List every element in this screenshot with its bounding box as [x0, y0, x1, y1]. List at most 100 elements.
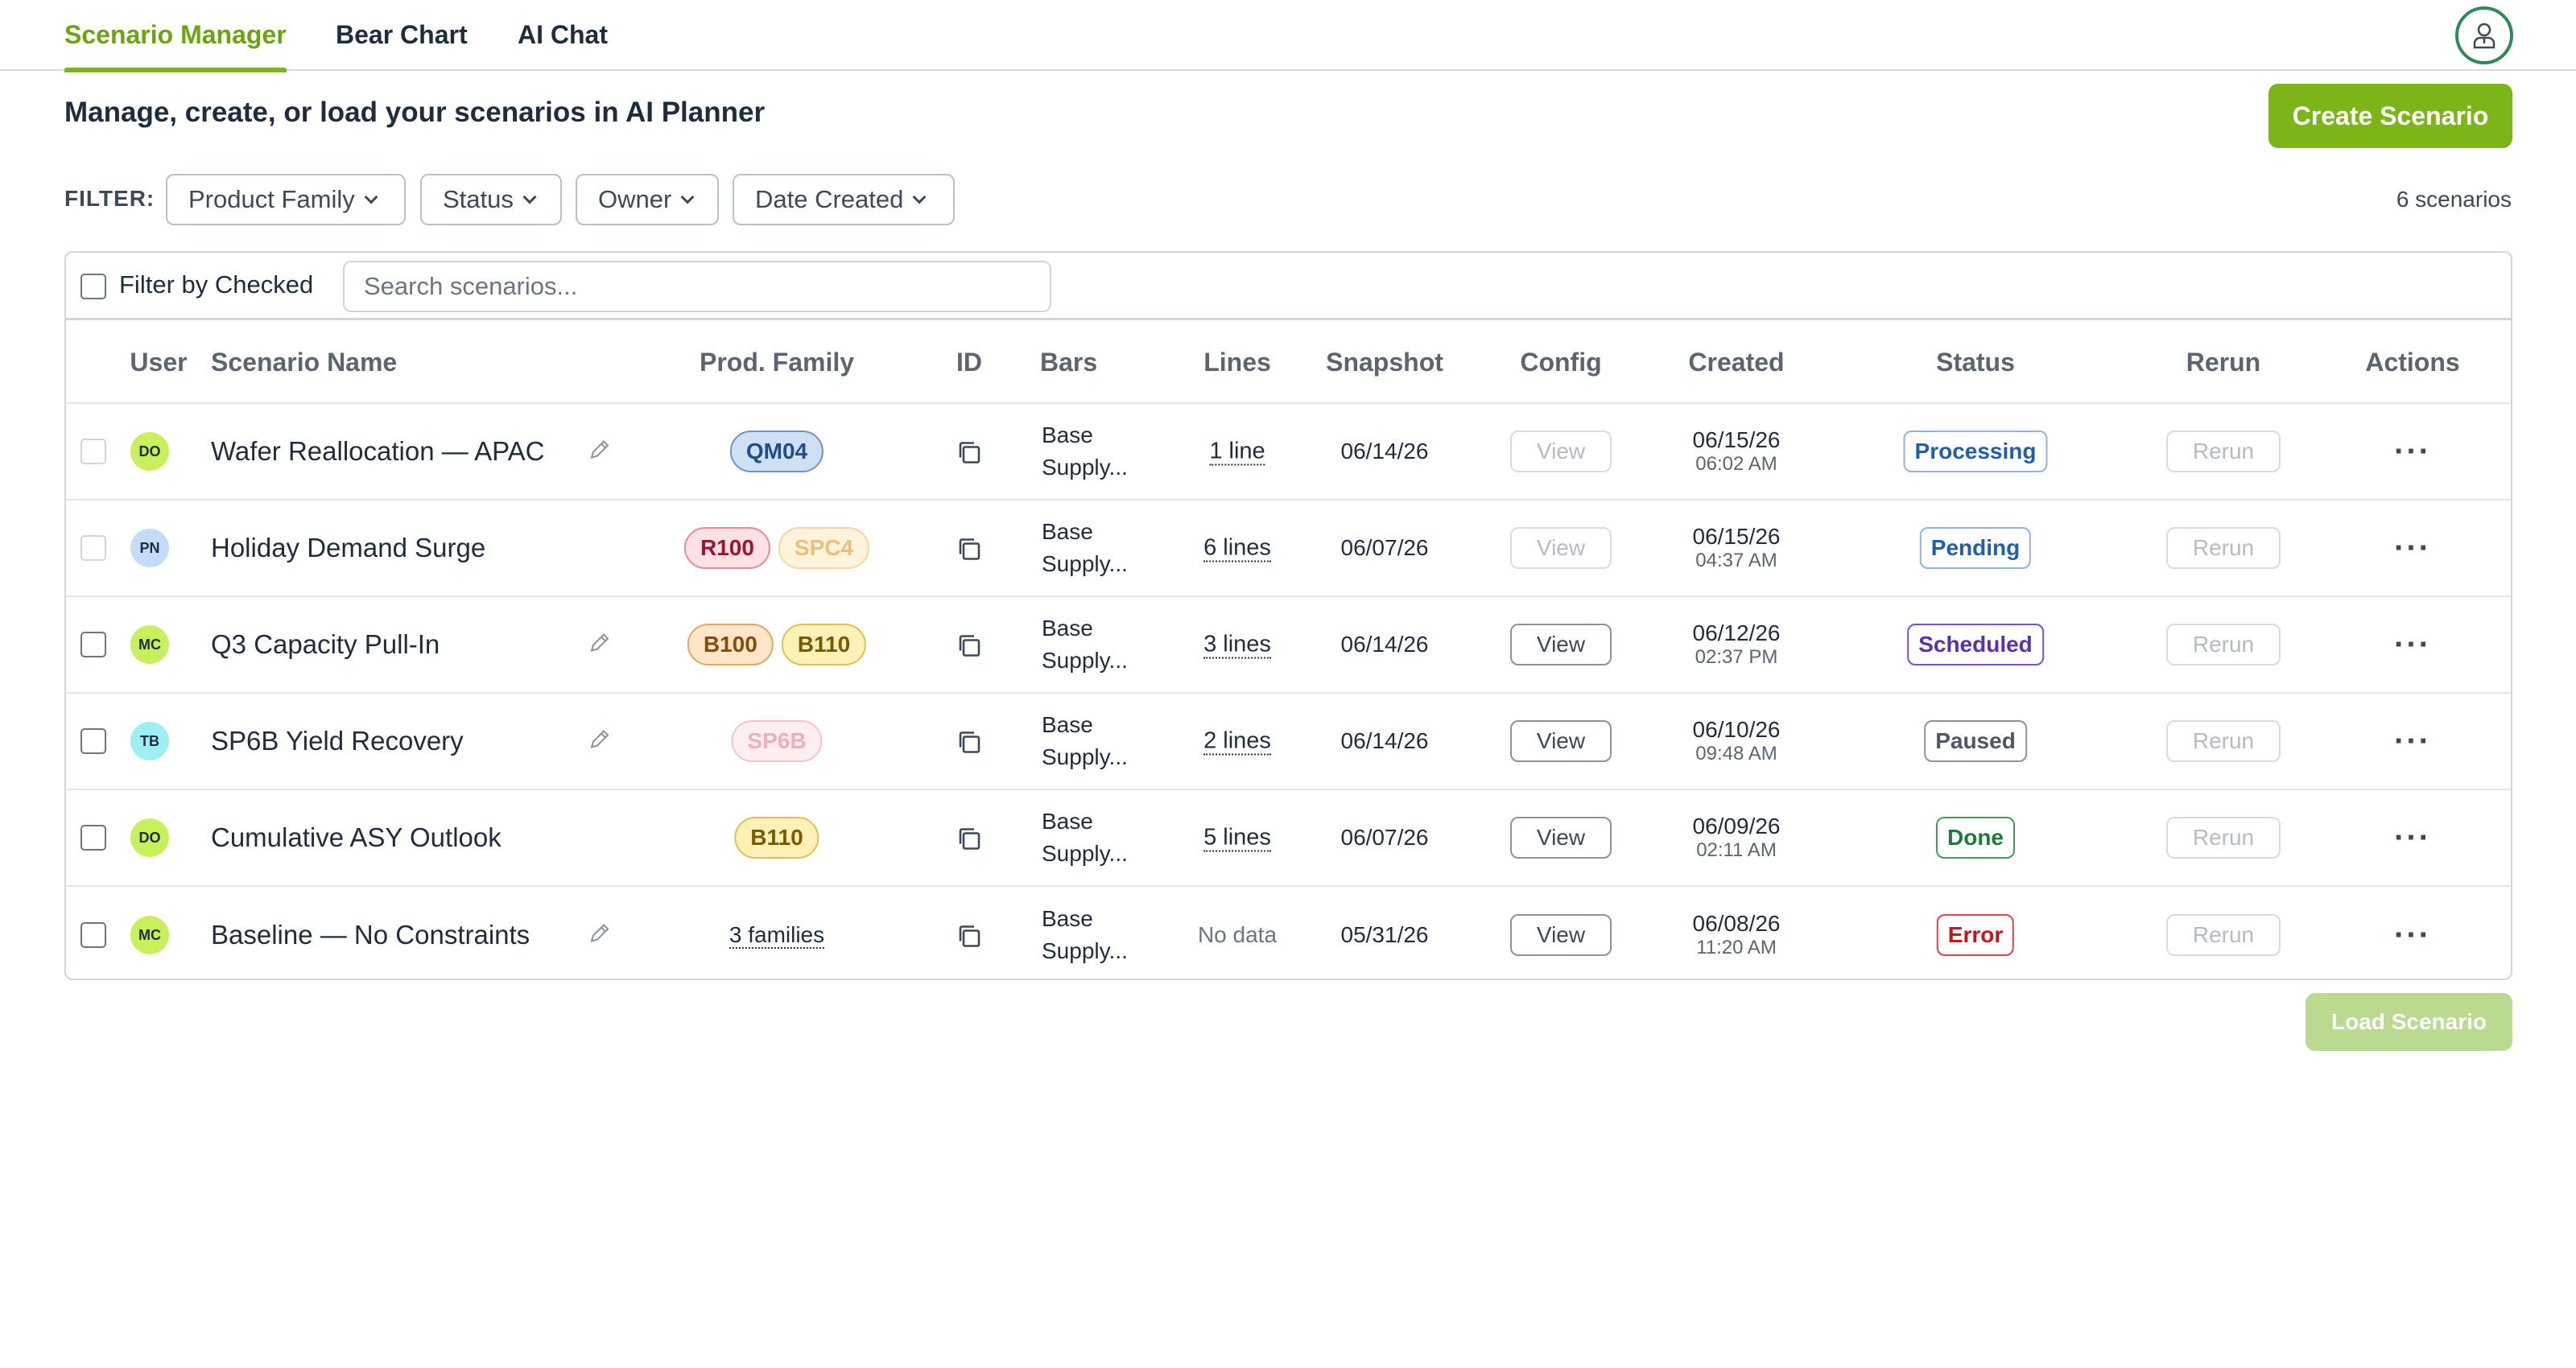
- more-actions-icon[interactable]: ···: [2394, 627, 2431, 662]
- filter-status-label: Status: [443, 185, 514, 213]
- copy-id-icon[interactable]: [955, 727, 984, 760]
- scenario-name[interactable]: Cumulative ASY Outlook: [211, 822, 502, 852]
- config-view-button[interactable]: View: [1510, 817, 1612, 859]
- config-view-button[interactable]: View: [1510, 720, 1612, 762]
- bars-cell: Base Supply...: [1042, 806, 1128, 870]
- col-user: User: [130, 348, 188, 377]
- more-actions-icon[interactable]: ···: [2394, 530, 2431, 566]
- snapshot-date: 06/14/26: [1340, 439, 1429, 464]
- row-checkbox[interactable]: [80, 632, 106, 657]
- chevron-down-icon: [912, 190, 927, 204]
- copy-id-icon[interactable]: [955, 631, 984, 664]
- edit-pencil-icon[interactable]: [588, 921, 612, 950]
- tab-bear-chart[interactable]: Bear Chart: [336, 20, 468, 49]
- edit-pencil-icon[interactable]: [588, 631, 612, 659]
- table-row[interactable]: TB SP6B Yield Recovery SP6B Base Supply..…: [66, 694, 2511, 790]
- tab-scenario-manager[interactable]: Scenario Manager: [64, 0, 287, 72]
- user-initials: MC: [138, 926, 161, 943]
- config-view-button[interactable]: View: [1510, 431, 1612, 472]
- table-row[interactable]: MC Baseline — No Constraints 3 families …: [66, 887, 2511, 979]
- user-avatar: DO: [130, 432, 169, 471]
- lines-link[interactable]: 6 lines: [1203, 534, 1271, 562]
- user-avatar: TB: [130, 722, 169, 760]
- product-family-cell: 3 families: [729, 922, 825, 949]
- bars-line-2: Supply...: [1042, 455, 1128, 480]
- copy-id-icon[interactable]: [955, 824, 984, 857]
- product-family-chip: B100: [687, 624, 774, 665]
- row-checkbox[interactable]: [80, 922, 106, 948]
- lines-link[interactable]: 1 line: [1209, 438, 1265, 466]
- table-row[interactable]: PN Holiday Demand Surge R100 SPC4 Base Sup…: [66, 501, 2511, 597]
- user-avatar: DO: [130, 818, 169, 857]
- created-cell: 06/10/26 09:48 AM: [1693, 717, 1781, 765]
- created-time: 02:37 PM: [1695, 646, 1778, 668]
- product-family-chip: B110: [781, 624, 867, 665]
- more-actions-icon[interactable]: ···: [2394, 917, 2431, 953]
- table-header: User Scenario Name Prod. Family ID Bars …: [66, 320, 2511, 404]
- config-view-button[interactable]: View: [1510, 624, 1612, 665]
- copy-id-icon[interactable]: [955, 438, 984, 471]
- created-time: 11:20 AM: [1696, 937, 1777, 958]
- row-checkbox[interactable]: [80, 825, 106, 851]
- tab-ai-chat[interactable]: AI Chat: [518, 20, 608, 49]
- col-prod-family: Prod. Family: [699, 348, 855, 377]
- created-cell: 06/08/26 11:20 AM: [1693, 911, 1781, 959]
- product-family-chip: QM04: [729, 431, 824, 472]
- rerun-button[interactable]: Rerun: [2166, 527, 2281, 569]
- user-icon: [2473, 23, 2496, 49]
- rerun-button[interactable]: Rerun: [2166, 720, 2281, 762]
- more-actions-icon[interactable]: ···: [2394, 434, 2431, 469]
- edit-pencil-icon[interactable]: [588, 727, 612, 756]
- row-checkbox[interactable]: [80, 535, 106, 561]
- filter-by-checked-label: Filter by Checked: [119, 270, 314, 299]
- product-family-link[interactable]: 3 families: [729, 922, 825, 949]
- scenario-count: 6 scenarios: [2396, 187, 2512, 212]
- bars-cell: Base Supply...: [1042, 612, 1128, 677]
- user-avatar: PN: [130, 529, 169, 567]
- config-view-button[interactable]: View: [1510, 527, 1612, 569]
- table-row[interactable]: MC Q3 Capacity Pull-In B100 B110 Base Supp…: [66, 597, 2511, 694]
- scenario-name[interactable]: Holiday Demand Surge: [211, 533, 486, 562]
- edit-pencil-icon[interactable]: [588, 438, 612, 466]
- scenario-name[interactable]: SP6B Yield Recovery: [211, 726, 464, 756]
- lines-link[interactable]: 2 lines: [1203, 727, 1271, 756]
- more-actions-icon[interactable]: ···: [2394, 723, 2431, 759]
- lines-cell: 1 line: [1209, 438, 1265, 466]
- lines-no-data: No data: [1197, 922, 1278, 947]
- filter-date-created[interactable]: Date Created: [733, 174, 955, 225]
- lines-link[interactable]: 5 lines: [1203, 824, 1271, 852]
- table-row[interactable]: DO Wafer Reallocation — APAC QM04 Base Su…: [66, 404, 2511, 501]
- snapshot-date: 05/31/26: [1340, 922, 1429, 947]
- copy-id-icon[interactable]: [955, 921, 984, 954]
- created-date: 06/12/26: [1692, 620, 1781, 645]
- filter-status[interactable]: Status: [420, 174, 562, 225]
- product-family-chip: R100: [683, 527, 770, 569]
- col-status: Status: [1936, 348, 2015, 377]
- copy-id-icon[interactable]: [955, 534, 984, 567]
- load-scenario-button[interactable]: Load Scenario: [2306, 993, 2512, 1051]
- lines-cell: 6 lines: [1203, 534, 1271, 562]
- filter-label: FILTER:: [64, 186, 155, 211]
- create-scenario-button[interactable]: Create Scenario: [2268, 84, 2512, 148]
- filter-by-checked-checkbox[interactable]: [80, 274, 106, 299]
- scenario-name[interactable]: Baseline — No Constraints: [211, 920, 530, 950]
- table-row[interactable]: DO Cumulative ASY Outlook B110 Base Suppl…: [66, 790, 2511, 887]
- more-actions-icon[interactable]: ···: [2394, 820, 2431, 855]
- row-checkbox[interactable]: [80, 439, 106, 464]
- search-input[interactable]: [343, 261, 1051, 312]
- filter-product-family[interactable]: Product Family: [166, 174, 406, 225]
- product-family-chip: B110: [734, 817, 819, 859]
- created-cell: 06/09/26 02:11 AM: [1693, 814, 1781, 862]
- user-profile-button[interactable]: [2455, 6, 2513, 64]
- scenario-name[interactable]: Wafer Reallocation — APAC: [211, 436, 545, 466]
- user-initials: DO: [138, 829, 161, 846]
- rerun-button[interactable]: Rerun: [2166, 817, 2281, 859]
- scenario-name[interactable]: Q3 Capacity Pull-In: [211, 629, 440, 659]
- rerun-button[interactable]: Rerun: [2166, 431, 2281, 472]
- row-checkbox[interactable]: [80, 728, 106, 754]
- filter-owner[interactable]: Owner: [576, 174, 719, 225]
- rerun-button[interactable]: Rerun: [2166, 914, 2281, 956]
- lines-link[interactable]: 3 lines: [1203, 631, 1271, 659]
- rerun-button[interactable]: Rerun: [2166, 624, 2281, 665]
- config-view-button[interactable]: View: [1510, 914, 1612, 956]
